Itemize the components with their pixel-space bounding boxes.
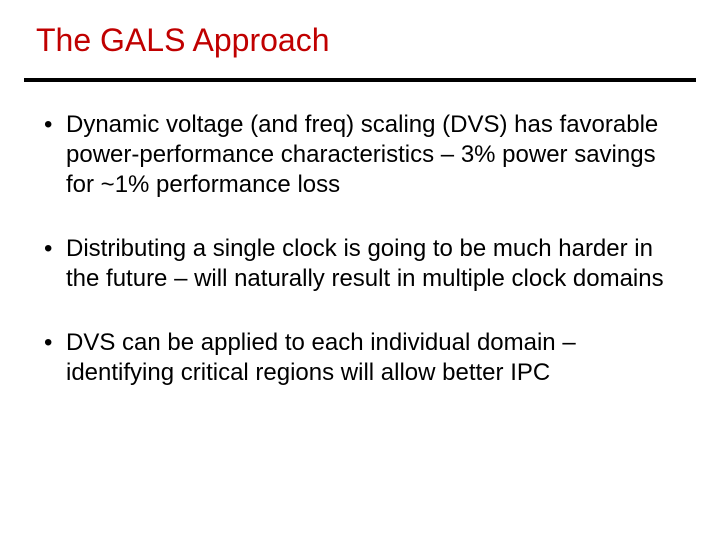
bullet-icon: • xyxy=(44,110,58,140)
bullet-text: DVS can be applied to each individual do… xyxy=(66,328,680,388)
slide: The GALS Approach • Dynamic voltage (and… xyxy=(0,0,720,540)
bullet-icon: • xyxy=(44,328,58,358)
bullet-text: Dynamic voltage (and freq) scaling (DVS)… xyxy=(66,110,680,200)
title-underline xyxy=(24,78,696,82)
bullet-item: • Dynamic voltage (and freq) scaling (DV… xyxy=(44,110,680,200)
slide-body: • Dynamic voltage (and freq) scaling (DV… xyxy=(44,110,680,388)
bullet-item: • Distributing a single clock is going t… xyxy=(44,234,680,294)
bullet-icon: • xyxy=(44,234,58,264)
bullet-item: • DVS can be applied to each individual … xyxy=(44,328,680,388)
bullet-text: Distributing a single clock is going to … xyxy=(66,234,680,294)
slide-title: The GALS Approach xyxy=(36,22,330,59)
